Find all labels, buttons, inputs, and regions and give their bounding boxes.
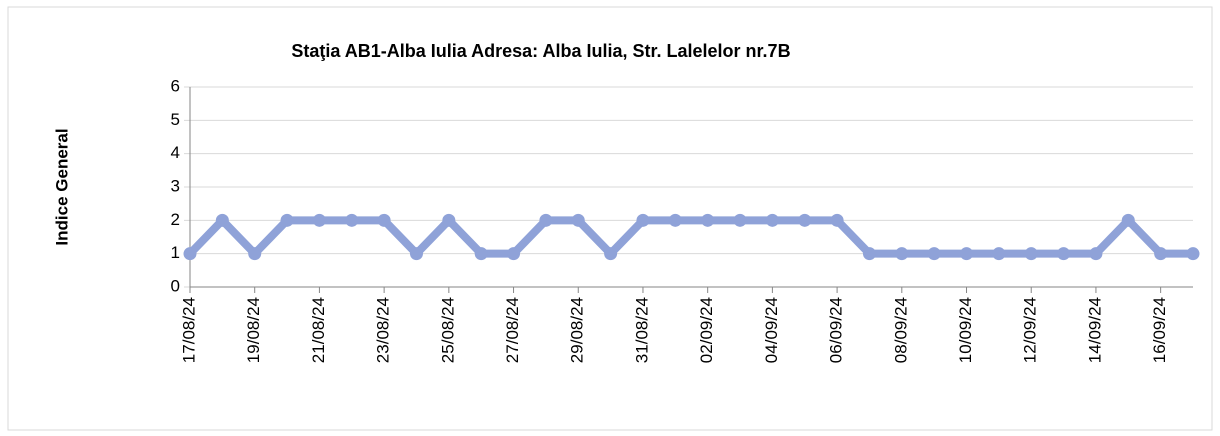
data-point — [474, 247, 488, 261]
x-tick-label: 12/09/24 — [1021, 297, 1040, 363]
x-tick-label: 29/08/24 — [568, 297, 587, 363]
x-tick-label: 02/09/24 — [697, 297, 716, 363]
y-tick-label: 0 — [171, 276, 180, 295]
data-point — [1024, 247, 1038, 261]
data-point — [345, 213, 359, 227]
y-tick-label: 3 — [171, 176, 180, 195]
chart-title: Staţia AB1-Alba Iulia Adresa: Alba Iulia… — [291, 41, 790, 61]
data-point — [733, 213, 747, 227]
data-point — [992, 247, 1006, 261]
x-tick-label: 19/08/24 — [244, 297, 263, 363]
x-tick-label: 04/09/24 — [762, 297, 781, 363]
chart-frame — [7, 6, 1213, 431]
data-point — [862, 247, 876, 261]
data-point — [409, 247, 423, 261]
x-tick-label: 06/09/24 — [827, 297, 846, 363]
x-tick-label: 21/08/24 — [309, 297, 328, 363]
data-point — [604, 247, 618, 261]
data-point — [1186, 247, 1200, 261]
data-point — [507, 247, 521, 261]
data-point — [701, 213, 715, 227]
data-point — [215, 213, 229, 227]
data-point — [1057, 247, 1071, 261]
data-point — [636, 213, 650, 227]
y-tick-label: 6 — [171, 76, 180, 95]
data-point — [927, 247, 941, 261]
x-tick-label: 16/09/24 — [1150, 297, 1169, 363]
x-tick-label: 23/08/24 — [374, 297, 393, 363]
x-tick-label: 27/08/24 — [503, 297, 522, 363]
x-tick-label: 10/09/24 — [956, 297, 975, 363]
data-point — [442, 213, 456, 227]
data-point — [248, 247, 262, 261]
data-point — [798, 213, 812, 227]
data-point — [1089, 247, 1103, 261]
y-tick-label: 5 — [171, 110, 180, 129]
data-point — [765, 213, 779, 227]
y-tick-label: 2 — [171, 210, 180, 229]
data-point — [1121, 213, 1135, 227]
data-point — [571, 213, 585, 227]
data-point — [539, 213, 553, 227]
data-point — [1154, 247, 1168, 261]
data-point — [668, 213, 682, 227]
data-point — [312, 213, 326, 227]
x-tick-label: 25/08/24 — [438, 297, 457, 363]
y-axis-label: Indice General — [52, 128, 71, 245]
data-point — [280, 213, 294, 227]
data-point — [830, 213, 844, 227]
data-point — [377, 213, 391, 227]
x-tick-label: 31/08/24 — [632, 297, 651, 363]
data-point — [895, 247, 909, 261]
data-point — [183, 247, 197, 261]
x-tick-label: 14/09/24 — [1085, 297, 1104, 363]
y-tick-label: 4 — [171, 143, 180, 162]
x-tick-label: 17/08/24 — [179, 297, 198, 363]
data-point — [960, 247, 974, 261]
y-tick-label: 1 — [171, 243, 180, 262]
x-tick-label: 08/09/24 — [891, 297, 910, 363]
